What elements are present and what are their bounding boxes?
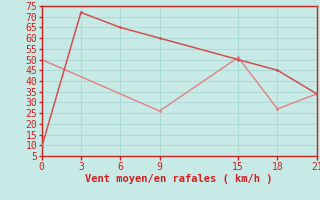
X-axis label: Vent moyen/en rafales ( km/h ): Vent moyen/en rafales ( km/h ) bbox=[85, 174, 273, 184]
